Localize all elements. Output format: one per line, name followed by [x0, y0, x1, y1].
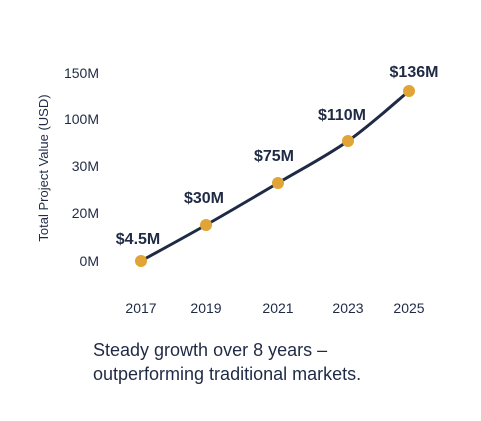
y-tick-label: 150M [64, 65, 99, 81]
x-tick-label: 2019 [190, 300, 221, 316]
data-point [403, 85, 415, 97]
y-tick-label: 20M [72, 205, 99, 221]
data-label: $75M [254, 148, 294, 165]
series-line [139, 89, 411, 263]
x-tick-label: 2025 [393, 300, 424, 316]
data-label: $110M [318, 107, 366, 124]
data-label: $4.5M [116, 231, 160, 248]
y-tick-label: 100M [64, 111, 99, 127]
x-tick-label: 2017 [125, 300, 156, 316]
chart: Total Project Value (USD) 0M 20M 30M 100M 15… [36, 64, 439, 316]
line-chart: Total Project Value (USD) 0M 20M 30M 100M 15… [36, 64, 439, 316]
y-axis-title: Total Project Value (USD) [36, 94, 51, 241]
data-point [342, 135, 354, 147]
data-point [272, 177, 284, 189]
data-label: $136M [390, 64, 439, 81]
y-tick-label: 0M [80, 253, 99, 269]
x-tick-label: 2021 [262, 300, 293, 316]
x-tick-label: 2023 [332, 300, 363, 316]
data-point [135, 255, 147, 267]
data-label: $30M [184, 190, 224, 207]
data-point [200, 219, 212, 231]
chart-caption: Steady growth over 8 years – outperformi… [93, 340, 362, 384]
y-tick-label: 30M [72, 158, 99, 174]
